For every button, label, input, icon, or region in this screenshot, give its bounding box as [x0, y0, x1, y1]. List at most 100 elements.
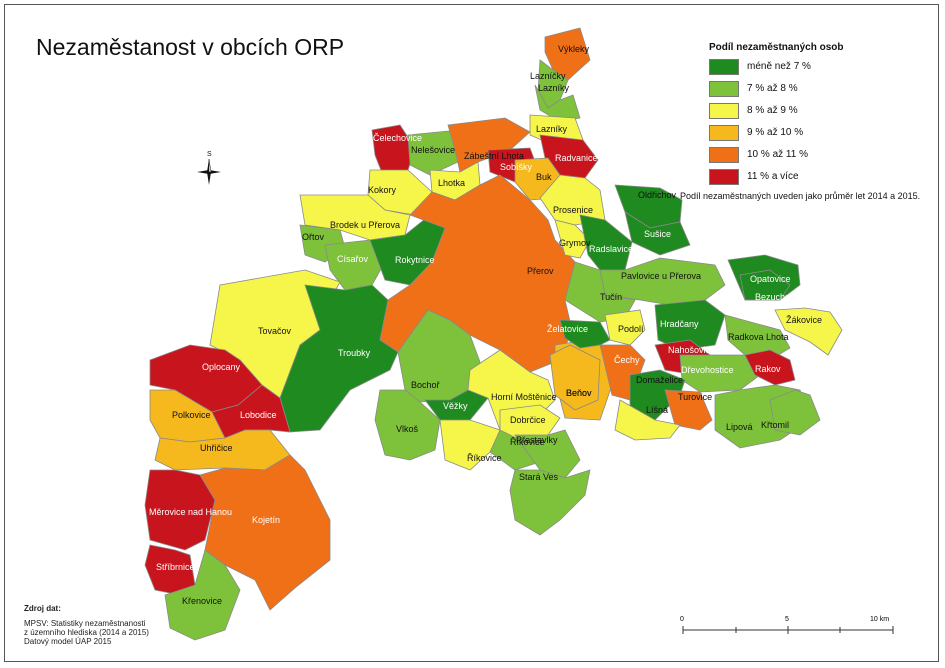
scale-label-zero: 0: [680, 616, 684, 623]
source-line: Datový model ÚAP 2015: [24, 637, 112, 646]
legend-item: 9 % až 10 %: [683, 125, 933, 147]
municipality-area: [549, 344, 601, 411]
legend-title: Podíl nezaměstnaných osob: [709, 42, 844, 53]
municipality-area: [374, 389, 441, 461]
municipality-area: [774, 307, 843, 356]
municipality-label: Opatovice: [750, 274, 791, 284]
legend-swatch: [709, 147, 739, 163]
municipality-label: Říkovice: [510, 437, 545, 447]
municipality-label: Bezuchov: [755, 292, 795, 302]
source-line: z územního hlediska (2014 a 2015): [24, 628, 149, 637]
municipality-label: Beňov: [566, 388, 592, 398]
municipality-label: Sobíšky: [500, 162, 533, 172]
municipality-label: Líšná: [646, 405, 668, 415]
municipality-label: Prosenice: [553, 205, 593, 215]
scale-bar-graphic: [682, 626, 894, 634]
scale-label-mid: 5: [785, 616, 789, 623]
municipality-label: Žákovice: [786, 315, 822, 325]
municipality-label: Lobodice: [240, 410, 277, 420]
municipality-area: [769, 389, 821, 436]
legend-label: 9 % až 10 %: [747, 127, 804, 138]
compass-label: S: [207, 151, 212, 158]
municipality-label: Křtomil: [761, 420, 789, 430]
municipality-area: [614, 399, 681, 441]
municipality-label: Radkova Lhota: [728, 332, 789, 342]
municipality-label: Říkovice: [467, 453, 502, 463]
municipality-label: Podolí: [618, 324, 644, 334]
municipality-label: Císařov: [337, 254, 369, 264]
municipality-area: [679, 354, 761, 393]
municipality-area: [164, 549, 241, 641]
municipality-label: Křenovice: [182, 596, 222, 606]
legend-label: 11 % a více: [747, 171, 799, 182]
source-line: MPSV: Statistiky nezaměstnanosti: [24, 619, 146, 628]
municipality-label: Zábeštní Lhota: [464, 151, 524, 161]
municipality-label: Pavlovice u Přerova: [621, 271, 701, 281]
municipality-area: [604, 309, 646, 346]
legend-swatch: [709, 169, 739, 185]
municipality-label: Dobrčice: [510, 415, 546, 425]
legend-label: 7 % až 8 %: [747, 83, 798, 94]
municipality-area: [554, 219, 591, 259]
municipality-area: [439, 419, 501, 471]
scale-bar: 0 5 10 km: [680, 616, 910, 642]
legend-item: 10 % až 11 %: [683, 147, 933, 169]
municipality-label: Brodek u Přerova: [330, 220, 400, 230]
legend: Podíl nezaměstnaných osob méně než 7 % 7…: [683, 42, 933, 191]
map-title: Nezaměstanost v obcích ORP: [36, 34, 345, 60]
municipality-label: Výkleky: [558, 44, 590, 54]
source-heading: Zdroj dat:: [24, 604, 61, 613]
municipality-label: Čelechovice: [373, 133, 422, 143]
municipality-area: [144, 469, 216, 551]
municipality-label: Hradčany: [660, 319, 699, 329]
municipality-label: Vlkoš: [396, 424, 419, 434]
municipality-area: [739, 269, 791, 301]
municipality-label: Ořtov: [302, 232, 325, 242]
municipality-area: [534, 84, 581, 123]
label-layer: Výkleky Lazníčky Lazníky Lazníky Čelechovice…: [149, 44, 822, 606]
municipality-label: Lazníky: [538, 83, 570, 93]
municipality-label: Lipová: [726, 422, 753, 432]
municipality-label: Beňov: [566, 388, 592, 398]
legend-item: 11 % a více: [683, 169, 933, 191]
municipality-label: Oldřichov: [638, 190, 677, 200]
legend-swatch: [709, 59, 739, 75]
municipality-label: Lazníky: [536, 124, 568, 134]
municipality-area: [654, 299, 726, 351]
municipality-label: Přestavlky: [516, 435, 558, 445]
municipality-label: Želatovice: [547, 324, 588, 334]
legend-swatch: [709, 103, 739, 119]
municipality-area: [599, 257, 726, 306]
legend-label: 10 % až 11 %: [747, 149, 808, 160]
municipality-label: Stará Ves: [519, 472, 559, 482]
municipality-label: Lazníčky: [530, 71, 566, 81]
municipality-area: [509, 469, 591, 536]
municipality-area: [279, 284, 399, 433]
municipality-label: Tučín: [600, 292, 622, 302]
legend-note: Podíl nezaměstnaných uveden jako průměr …: [680, 191, 921, 201]
data-source: Zdroj dat: MPSV: Statistiky nezaměstnano…: [24, 604, 149, 646]
municipality-label: Troubky: [338, 348, 371, 358]
legend-swatch: [709, 125, 739, 141]
municipality-area: [664, 389, 713, 431]
municipality-label: Stříbrnice: [156, 562, 195, 572]
legend-label: 8 % až 9 %: [747, 105, 798, 116]
municipality-label: Buk: [536, 172, 552, 182]
municipality-label: Horní Moštěnice: [491, 392, 557, 402]
municipality-label: Radslavice: [589, 244, 633, 254]
municipality-label: Rakov: [755, 364, 781, 374]
municipality-label: Rokytnice: [395, 255, 435, 265]
legend-label: méně než 7 %: [747, 61, 811, 72]
municipality-label: Nelešovice: [411, 145, 455, 155]
legend-item: 7 % až 8 %: [683, 81, 933, 103]
municipality-label: Radvanice: [555, 153, 598, 163]
municipality-label: Domaželice: [636, 375, 683, 385]
municipality-label: Polkovice: [172, 410, 211, 420]
municipality-label: Kokory: [368, 185, 397, 195]
municipality-label: Čechy: [614, 355, 640, 365]
municipality-area: [379, 174, 576, 373]
municipality-label: Věžky: [443, 401, 468, 411]
municipality-label: Měrovice nad Hanou: [149, 507, 232, 517]
municipality-label: Bochoř: [411, 380, 441, 390]
legend-item: 8 % až 9 %: [683, 103, 933, 125]
